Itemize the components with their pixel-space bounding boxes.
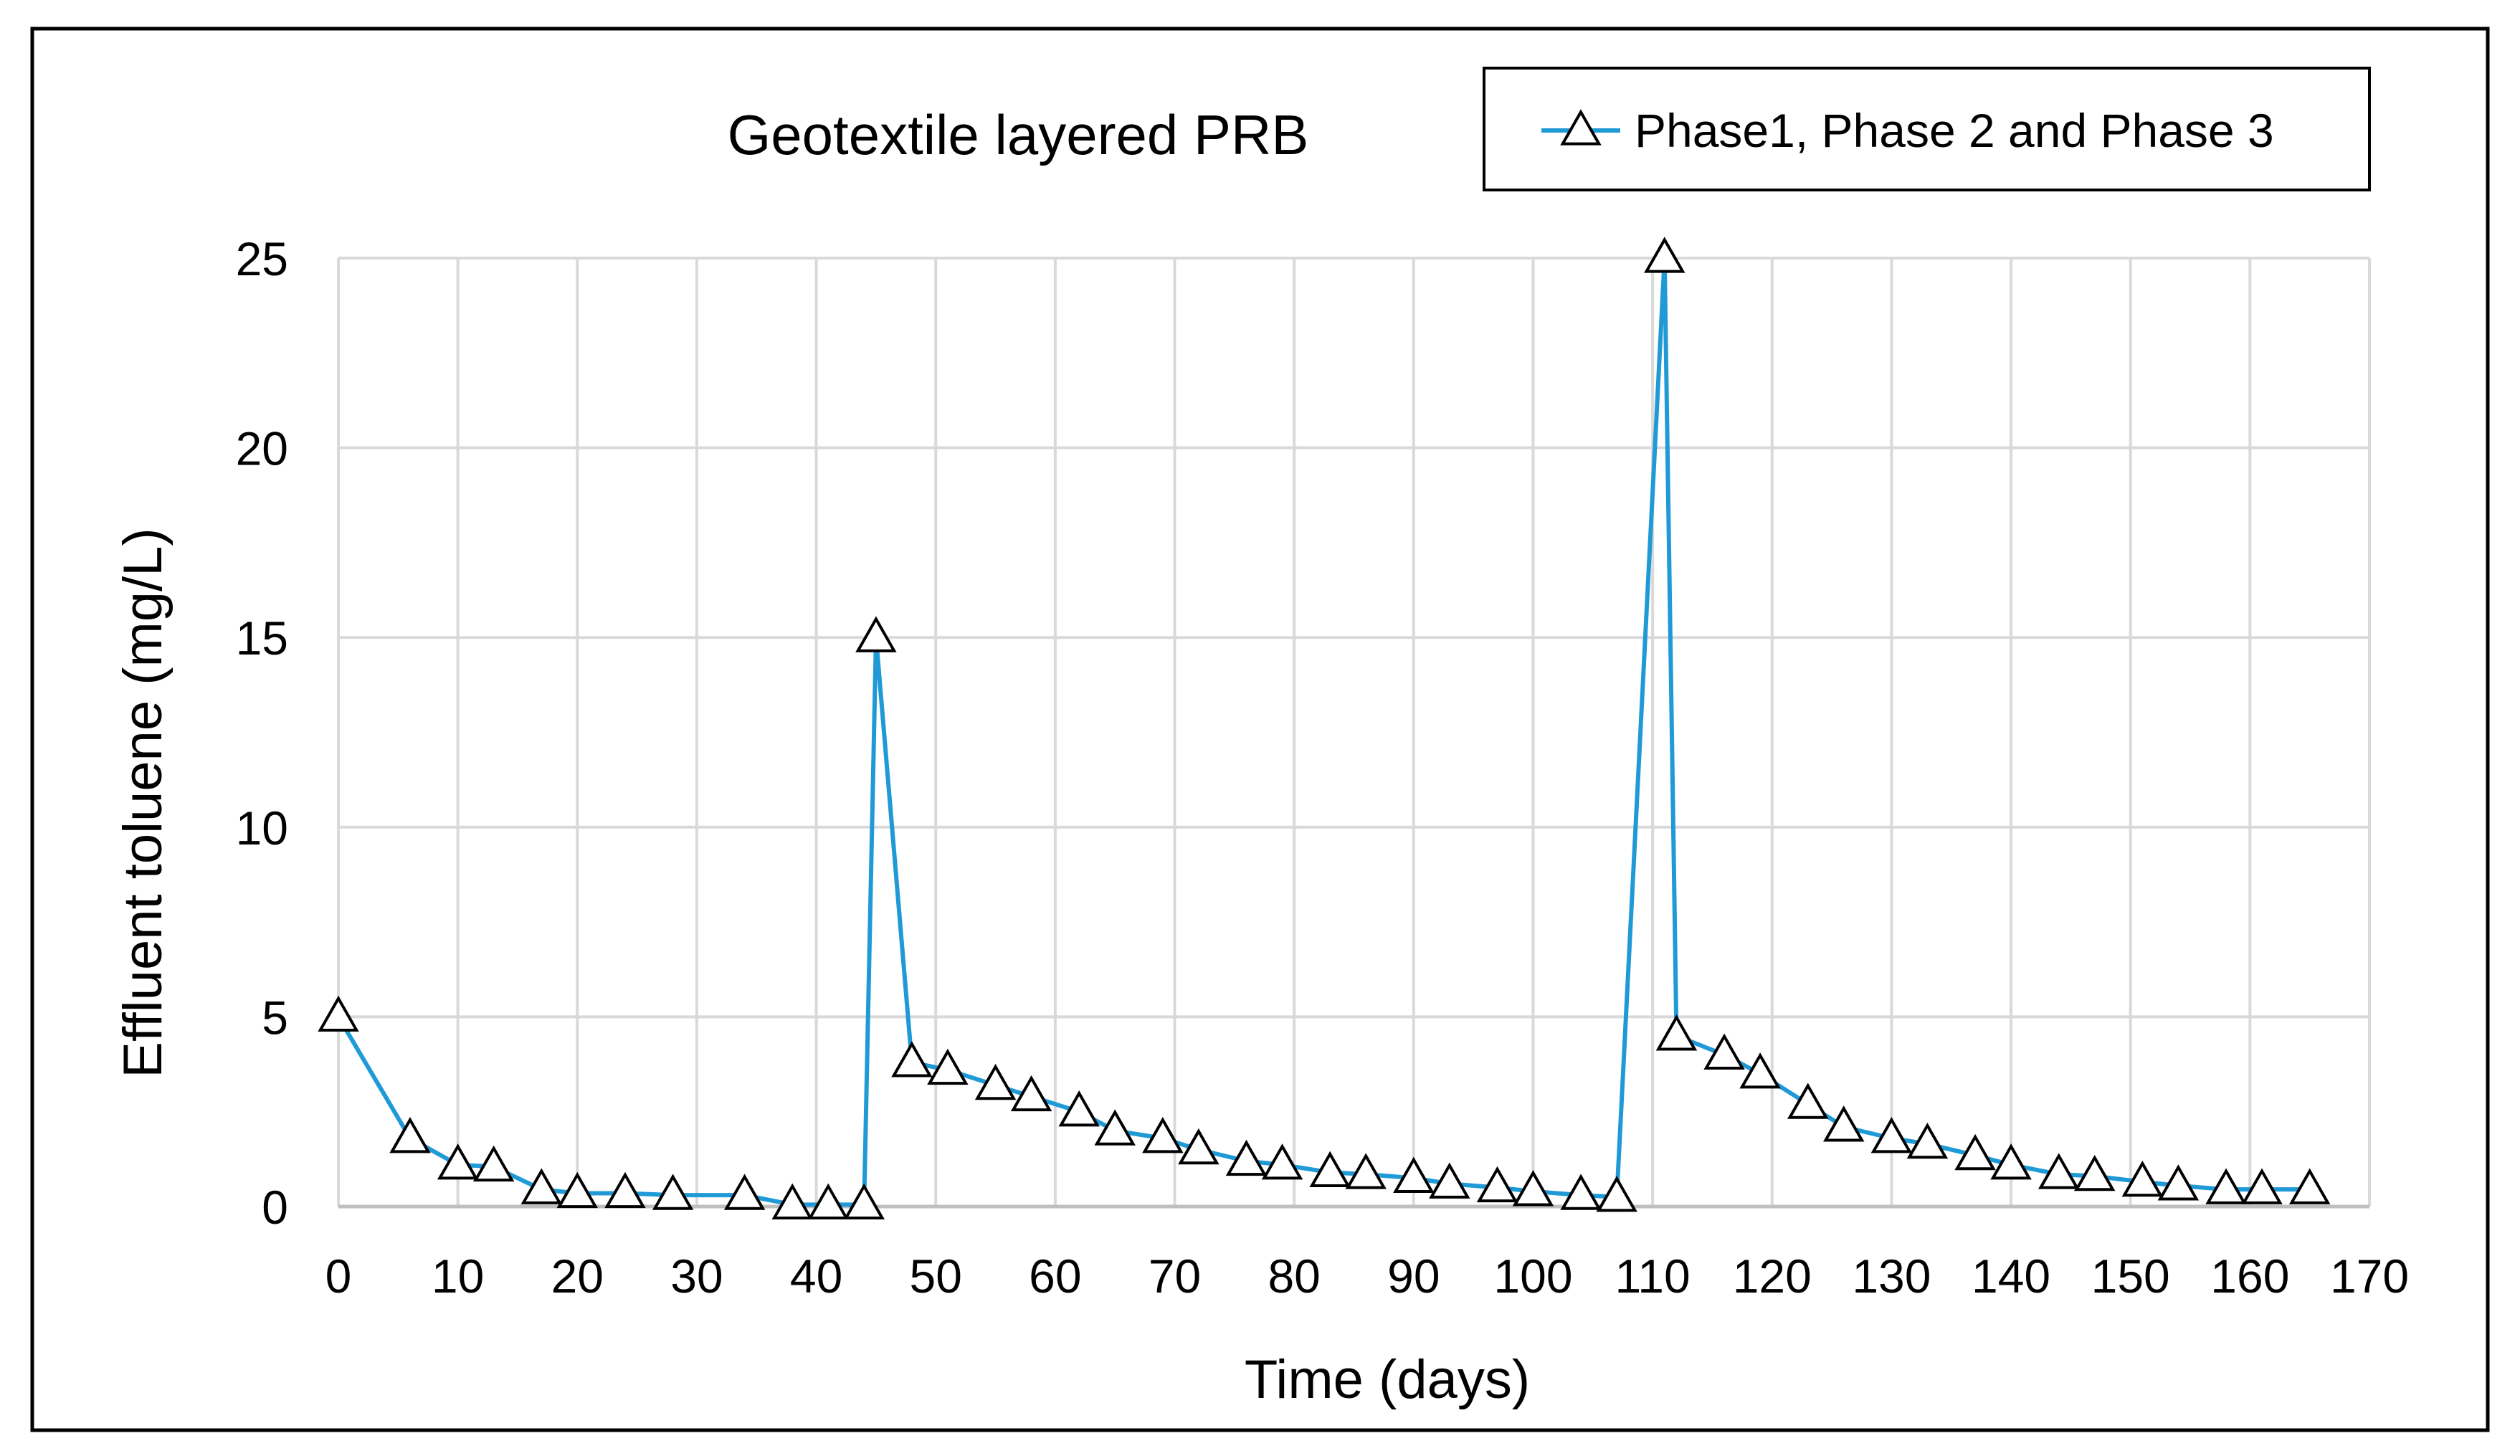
data-point xyxy=(771,1183,814,1219)
y-tick-label: 0 xyxy=(262,1181,288,1234)
y-tick-label: 15 xyxy=(236,612,288,665)
x-tick-label: 30 xyxy=(670,1250,723,1303)
x-tick-label: 60 xyxy=(1029,1250,1081,1303)
x-tick-label: 20 xyxy=(551,1250,604,1303)
data-point xyxy=(1393,1156,1435,1193)
data-point xyxy=(2241,1168,2283,1204)
data-point xyxy=(1560,1174,1602,1210)
data-point xyxy=(855,616,897,652)
data-point xyxy=(891,1041,933,1077)
data-point xyxy=(1906,1122,1949,1159)
chart-frame xyxy=(30,27,2490,1432)
data-point xyxy=(927,1048,969,1085)
data-point xyxy=(1870,1117,1913,1153)
data-point xyxy=(1703,1033,1745,1070)
data-point xyxy=(1058,1090,1100,1127)
data-point xyxy=(2205,1168,2247,1204)
data-point xyxy=(437,1143,479,1180)
data-point xyxy=(1990,1143,2032,1180)
data-point xyxy=(389,1117,431,1153)
chart-title: Geotextile layered PRB xyxy=(728,103,1309,166)
data-point xyxy=(2157,1164,2200,1201)
data-point xyxy=(318,995,359,1032)
data-point xyxy=(556,1171,599,1209)
y-tick-label: 10 xyxy=(236,801,288,855)
data-point xyxy=(2038,1153,2080,1189)
legend-box xyxy=(1483,67,2371,191)
data-point xyxy=(1954,1133,1996,1171)
data-point xyxy=(1345,1153,1387,1189)
x-tick-label: 130 xyxy=(1852,1250,1931,1303)
data-point xyxy=(1476,1166,1518,1203)
data-point xyxy=(1655,1014,1698,1051)
data-point xyxy=(1178,1128,1219,1165)
y-tick-labels: 0 5 10 15 20 25 xyxy=(236,232,288,1234)
data-point xyxy=(843,1183,885,1219)
gridlines xyxy=(337,257,2371,1207)
x-tick-label: 50 xyxy=(910,1250,962,1303)
data-point xyxy=(1596,1176,1637,1212)
data-point xyxy=(1094,1109,1136,1146)
x-tick-label: 110 xyxy=(1615,1250,1691,1303)
x-tick-label: 100 xyxy=(1493,1250,1572,1303)
data-point xyxy=(2073,1154,2116,1191)
data-point xyxy=(1739,1052,1781,1089)
data-point xyxy=(1142,1117,1184,1153)
series-layer xyxy=(318,237,2331,1219)
data-point xyxy=(652,1174,694,1210)
x-tick-label: 80 xyxy=(1268,1250,1320,1303)
x-tick-label: 120 xyxy=(1733,1250,1812,1303)
x-tick-label: 150 xyxy=(2091,1250,2170,1303)
data-point xyxy=(2121,1160,2164,1197)
y-tick-label: 20 xyxy=(236,422,288,475)
y-tick-label: 25 xyxy=(236,232,288,285)
x-tick-label: 40 xyxy=(790,1250,842,1303)
data-point xyxy=(472,1145,515,1182)
x-tick-label: 170 xyxy=(2330,1250,2409,1303)
data-point xyxy=(520,1168,563,1204)
data-point xyxy=(1010,1075,1052,1112)
x-axis-label: Time (days) xyxy=(1245,1349,1530,1410)
x-tick-label: 0 xyxy=(325,1250,352,1303)
data-point xyxy=(1823,1105,1865,1142)
y-tick-label: 5 xyxy=(262,991,288,1044)
data-point xyxy=(604,1171,646,1209)
x-tick-label: 140 xyxy=(1972,1250,2050,1303)
data-point xyxy=(1644,237,1685,273)
data-point xyxy=(2288,1168,2331,1204)
x-tick-labels: 0 10 20 30 40 50 60 70 80 90 100 110 120 130 140 150 160… xyxy=(325,1250,2409,1303)
data-point xyxy=(1225,1139,1268,1176)
data-point xyxy=(1429,1162,1470,1199)
x-tick-label: 90 xyxy=(1387,1250,1440,1303)
x-tick-label: 160 xyxy=(2210,1250,2289,1303)
legend-series-marker xyxy=(1560,109,1602,146)
data-point xyxy=(1512,1170,1554,1207)
x-tick-label: 70 xyxy=(1149,1250,1201,1303)
legend-series-label: Phase1, Phase 2 and Phase 3 xyxy=(1635,104,2274,157)
data-point xyxy=(1261,1143,1303,1180)
x-tick-label: 10 xyxy=(432,1250,484,1303)
data-point xyxy=(807,1183,849,1219)
data-point xyxy=(723,1174,766,1210)
y-axis-label: Effluent toluene (mg/L) xyxy=(113,528,173,1078)
legend: Phase1, Phase 2 and Phase 3 xyxy=(1483,67,2371,191)
data-point xyxy=(974,1063,1017,1100)
data-point xyxy=(1787,1083,1829,1119)
data-point xyxy=(1309,1151,1351,1187)
